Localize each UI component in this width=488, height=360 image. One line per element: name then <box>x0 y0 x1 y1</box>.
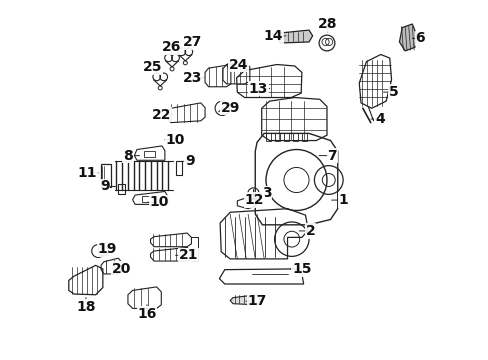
Bar <box>175 161 182 175</box>
Bar <box>118 184 124 194</box>
Polygon shape <box>277 30 312 43</box>
Text: 2: 2 <box>305 224 315 238</box>
Text: 23: 23 <box>183 71 202 85</box>
Text: 22: 22 <box>151 108 171 122</box>
Text: 27: 27 <box>183 35 202 49</box>
Text: 17: 17 <box>247 294 266 308</box>
Text: 19: 19 <box>98 242 117 256</box>
Text: 9: 9 <box>185 154 194 168</box>
Text: 8: 8 <box>123 149 133 163</box>
Text: 7: 7 <box>327 149 337 163</box>
Text: 10: 10 <box>149 195 168 209</box>
Text: 10: 10 <box>165 133 184 147</box>
Text: 20: 20 <box>112 262 131 276</box>
Text: 5: 5 <box>388 85 398 99</box>
Bar <box>142 196 155 202</box>
Text: 18: 18 <box>76 300 96 314</box>
Text: 28: 28 <box>317 17 337 31</box>
Text: 24: 24 <box>228 58 248 72</box>
Polygon shape <box>399 24 416 51</box>
Bar <box>101 164 111 187</box>
Text: 29: 29 <box>221 100 240 114</box>
Text: 1: 1 <box>338 193 347 207</box>
Polygon shape <box>230 295 260 305</box>
Text: 6: 6 <box>415 31 424 45</box>
Text: 16: 16 <box>137 307 156 321</box>
Text: 14: 14 <box>263 29 283 43</box>
Text: 25: 25 <box>142 60 162 74</box>
Text: 13: 13 <box>248 82 267 95</box>
Text: 21: 21 <box>179 248 198 262</box>
Text: 3: 3 <box>262 186 271 200</box>
Text: 9: 9 <box>100 179 109 193</box>
Text: 12: 12 <box>244 193 264 207</box>
Bar <box>144 150 155 157</box>
Text: 26: 26 <box>162 40 181 54</box>
Text: 15: 15 <box>291 262 311 276</box>
Text: 4: 4 <box>374 112 384 126</box>
Text: 11: 11 <box>78 166 97 180</box>
